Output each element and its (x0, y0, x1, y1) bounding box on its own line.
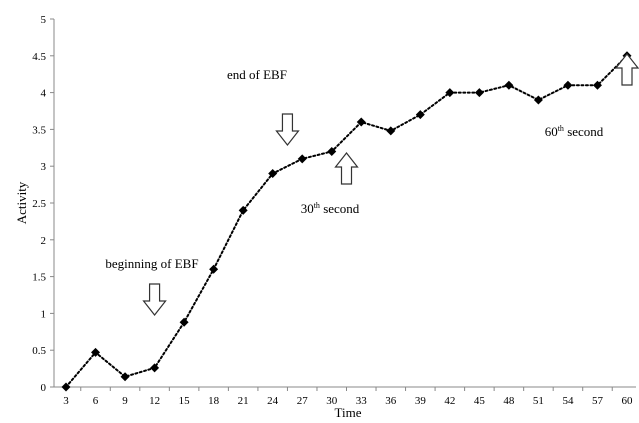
x-tick-label: 51 (533, 395, 544, 407)
x-tick-label: 45 (474, 395, 486, 407)
y-tick-label: 1 (41, 308, 47, 320)
y-tick-label: 0.5 (32, 345, 46, 357)
arrow-up-icon (614, 53, 639, 86)
series-group (61, 51, 632, 392)
annotations-group: beginning of EBF end of EBF 30th second 60t… (105, 53, 639, 316)
x-tick-label: 24 (267, 395, 279, 407)
data-point-marker (238, 205, 248, 215)
y-tick-label: 3 (41, 161, 47, 173)
data-point-marker (474, 88, 484, 98)
x-tick-label: 39 (415, 395, 427, 407)
x-tick-label: 30 (326, 395, 338, 407)
x-tick-label: 33 (356, 395, 368, 407)
data-point-marker (297, 154, 307, 164)
data-point-marker (179, 317, 189, 327)
data-point-marker (91, 347, 101, 357)
x-tick-label: 48 (503, 395, 515, 407)
x-tick-label: 6 (93, 395, 99, 407)
data-point-marker (209, 264, 219, 274)
y-tick-label: 3.5 (32, 124, 46, 136)
y-tick-label: 1.5 (32, 272, 46, 284)
y-axis-title: Activity (14, 181, 29, 224)
data-point-marker (356, 117, 366, 127)
y-tick-label: 4.5 (32, 51, 46, 63)
data-point-marker (120, 372, 130, 382)
y-tick-label: 5 (41, 14, 47, 26)
x-tick-label: 9 (122, 395, 128, 407)
x-axis-title: Time (335, 405, 362, 420)
y-tick-label: 2 (41, 235, 47, 247)
x-tick-label: 36 (385, 395, 397, 407)
y-tick-label: 0 (41, 382, 47, 394)
x-tick-label: 60 (622, 395, 634, 407)
data-point-marker (415, 110, 425, 120)
annotation-label: 30th second (301, 201, 360, 216)
data-point-marker (445, 88, 455, 98)
x-tick-label: 15 (179, 395, 191, 407)
annotation-label: 60th second (545, 124, 604, 139)
x-tick-label: 54 (562, 395, 574, 407)
x-tick-label: 18 (208, 395, 220, 407)
data-point-marker (327, 146, 337, 156)
data-point-marker (533, 95, 543, 105)
x-tick-label: 57 (592, 395, 604, 407)
x-tick-label: 42 (444, 395, 455, 407)
data-point-marker (563, 80, 573, 90)
y-tick-label: 2.5 (32, 198, 46, 210)
series-line (65, 54, 628, 388)
y-tick-label: 4 (41, 88, 47, 100)
data-point-marker (504, 80, 514, 90)
x-tick-label: 12 (149, 395, 160, 407)
arrow-down-icon (142, 283, 167, 316)
data-point-marker (150, 363, 160, 373)
data-point-marker (592, 80, 602, 90)
annotation-label: beginning of EBF (105, 256, 198, 271)
x-tick-label: 27 (297, 395, 309, 407)
ticks-group: 00.511.522.533.544.553 6 9 12 15 18 21 24 27 30 33… (32, 14, 633, 407)
arrow-up-icon (334, 152, 359, 185)
x-tick-label: 3 (63, 395, 69, 407)
x-tick-label: 21 (238, 395, 249, 407)
arrow-down-icon (275, 113, 300, 146)
data-point-marker (386, 126, 396, 136)
annotation-label: end of EBF (227, 67, 287, 82)
data-point-marker (61, 382, 71, 392)
data-point-marker (268, 169, 278, 179)
